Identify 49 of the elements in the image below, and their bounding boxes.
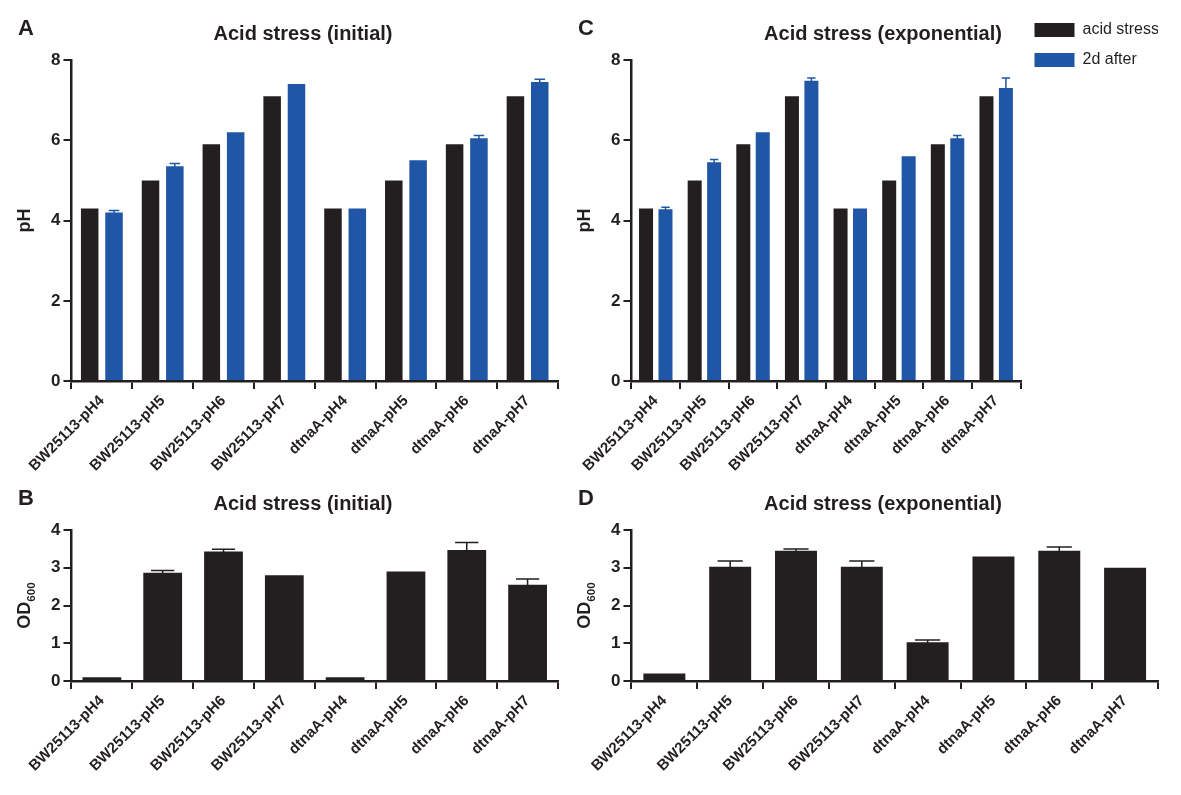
- chart-title: Acid stress (initial): [213, 21, 393, 44]
- y-tick-label: 0: [50, 670, 61, 690]
- bar: [348, 208, 367, 381]
- legend-label: acid stress: [1082, 20, 1159, 38]
- text: C: [578, 15, 594, 41]
- legend-label: 2d after: [1082, 50, 1138, 68]
- y-tick-label: 0: [50, 370, 61, 390]
- bar: [105, 212, 123, 381]
- y-tick-label: 1: [50, 633, 61, 653]
- y-tick-label: 0: [610, 370, 621, 390]
- text: D: [578, 485, 594, 511]
- y-tick-label: 4: [50, 210, 61, 230]
- bar: [658, 209, 673, 381]
- chart-title: Acid stress (exponential): [764, 21, 1002, 44]
- y-axis-title: OD600: [574, 581, 597, 629]
- y-axis-title: OD600: [14, 581, 37, 629]
- y-tick-label: 3: [610, 557, 621, 577]
- bar: [287, 84, 306, 381]
- text: A: [18, 15, 34, 41]
- y-tick-label: 6: [610, 129, 621, 149]
- bar: [531, 82, 549, 381]
- bar: [166, 166, 184, 381]
- y-tick-label: 3: [50, 557, 61, 577]
- y-tick-label: 2: [50, 595, 61, 615]
- bar: [755, 132, 770, 381]
- y-tick-label: 4: [610, 210, 621, 230]
- chart-title: Acid stress (exponential): [764, 491, 1002, 514]
- y-tick-label: 6: [50, 129, 61, 149]
- bar: [950, 138, 965, 381]
- bar: [853, 208, 868, 381]
- y-tick-label: 2: [610, 595, 621, 615]
- bar: [901, 156, 916, 381]
- y-tick-label: 8: [610, 49, 621, 69]
- bar: [707, 162, 722, 381]
- chart-title: Acid stress (initial): [213, 491, 393, 514]
- y-tick-label: 1: [610, 633, 621, 653]
- y-tick-label: 2: [610, 290, 621, 310]
- bar: [409, 160, 427, 381]
- y-axis-title: pH: [574, 208, 594, 233]
- y-tick-label: 8: [50, 49, 61, 69]
- text: B: [18, 485, 34, 511]
- bar: [470, 138, 488, 381]
- y-axis-title: pH: [14, 208, 34, 233]
- y-tick-label: 4: [50, 519, 61, 539]
- bar: [804, 80, 819, 381]
- y-tick-label: 0: [610, 670, 621, 690]
- y-tick-label: 4: [610, 519, 621, 539]
- bar: [226, 132, 245, 381]
- y-tick-label: 2: [50, 290, 61, 310]
